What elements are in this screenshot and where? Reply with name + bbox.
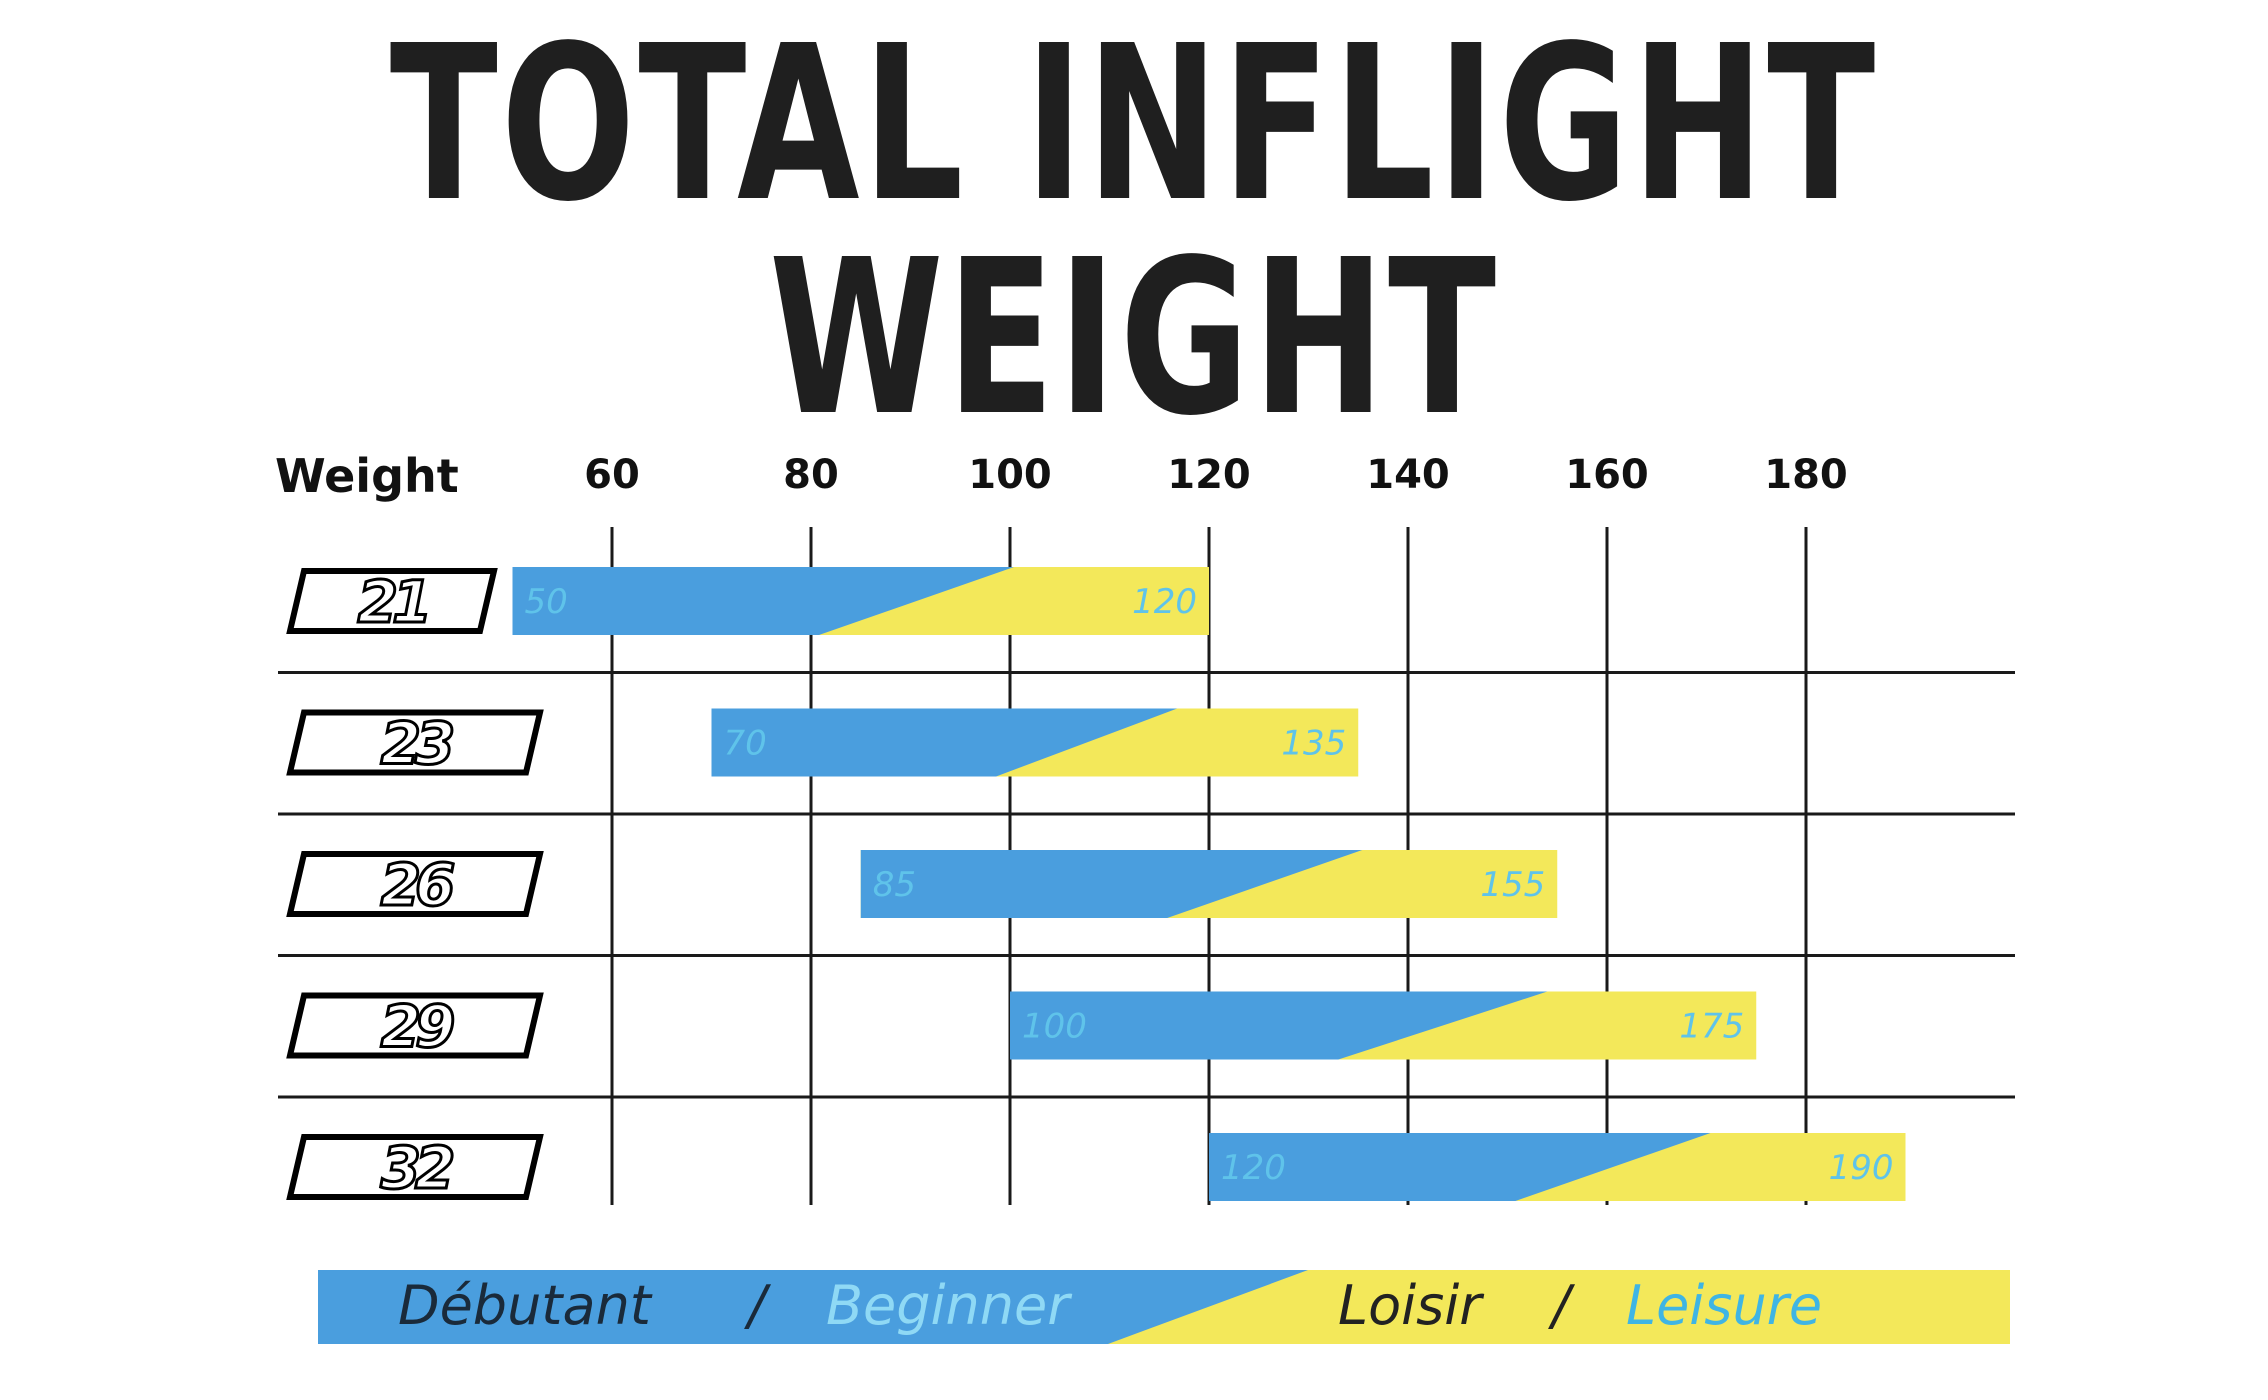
model-badge-26: 26	[286, 850, 544, 921]
tick-label-model: 26	[381, 851, 454, 919]
bar-label-min: 85	[873, 865, 916, 905]
tick-label-100: 100	[968, 452, 1052, 498]
range-bar-23: 70 135	[711, 708, 1359, 777]
badge-frame	[286, 709, 544, 776]
legend-beginner-fr: Débutant	[398, 1274, 653, 1337]
tick-label-140: 140	[1366, 452, 1450, 498]
beginner-segment	[1209, 1133, 1711, 1201]
beginner-segment	[1010, 991, 1548, 1060]
badge-frame	[286, 568, 498, 634]
bar-label-min: 120	[1221, 1148, 1286, 1188]
legend: Débutant / Beginner Loisir / Leisure	[318, 1270, 2010, 1344]
badge-frame	[286, 851, 544, 917]
beginner-segment	[512, 567, 1014, 635]
legend-leisure-en: Leisure	[1626, 1274, 1822, 1337]
chart-title: TOTAL INFLIGHT WEIGHT	[389, 0, 1879, 463]
tick-label-model: 32	[381, 1134, 453, 1202]
range-bar-21: 50 120	[512, 567, 1209, 635]
range-bar-29: 100 175	[1010, 991, 1757, 1060]
beginner-segment	[711, 708, 1178, 777]
range-bar-32: 120 190	[1209, 1133, 1906, 1201]
range-bar-26: 85 155	[860, 850, 1558, 918]
badge-frame	[286, 992, 544, 1059]
tick-label-120: 120	[1167, 452, 1251, 498]
model-badge-29: 29	[286, 991, 544, 1062]
beginner-segment	[860, 850, 1363, 918]
axis-label-weight: Weight	[275, 449, 459, 503]
model-badge-32: 32	[286, 1133, 544, 1204]
legend-leisure-fr: Loisir	[1338, 1274, 1484, 1337]
model-badge-23: 23	[286, 708, 544, 779]
bar-label-min: 100	[1022, 1007, 1087, 1047]
model-badge-21: 21	[286, 567, 498, 638]
badge-frame	[286, 1134, 544, 1200]
bar-label-max: 190	[1829, 1148, 1894, 1188]
legend-beginner-en: Beginner	[826, 1274, 1072, 1337]
bar-label-min: 50	[525, 582, 568, 622]
legend-beginner-swatch	[318, 1270, 1308, 1344]
bar-label-max: 175	[1679, 1007, 1744, 1047]
tick-label-model: 21	[358, 568, 427, 636]
tick-label-160: 160	[1565, 452, 1649, 498]
bar-label-max: 155	[1480, 865, 1545, 905]
bar-label-max: 135	[1281, 724, 1346, 764]
tick-label-80: 80	[783, 452, 839, 498]
bar-label-max: 120	[1132, 582, 1197, 622]
bar-label-min: 70	[724, 724, 767, 764]
tick-label-180: 180	[1764, 452, 1848, 498]
tick-label-60: 60	[584, 452, 640, 498]
tick-label-model: 23	[381, 710, 452, 778]
tick-label-model: 29	[381, 993, 453, 1061]
